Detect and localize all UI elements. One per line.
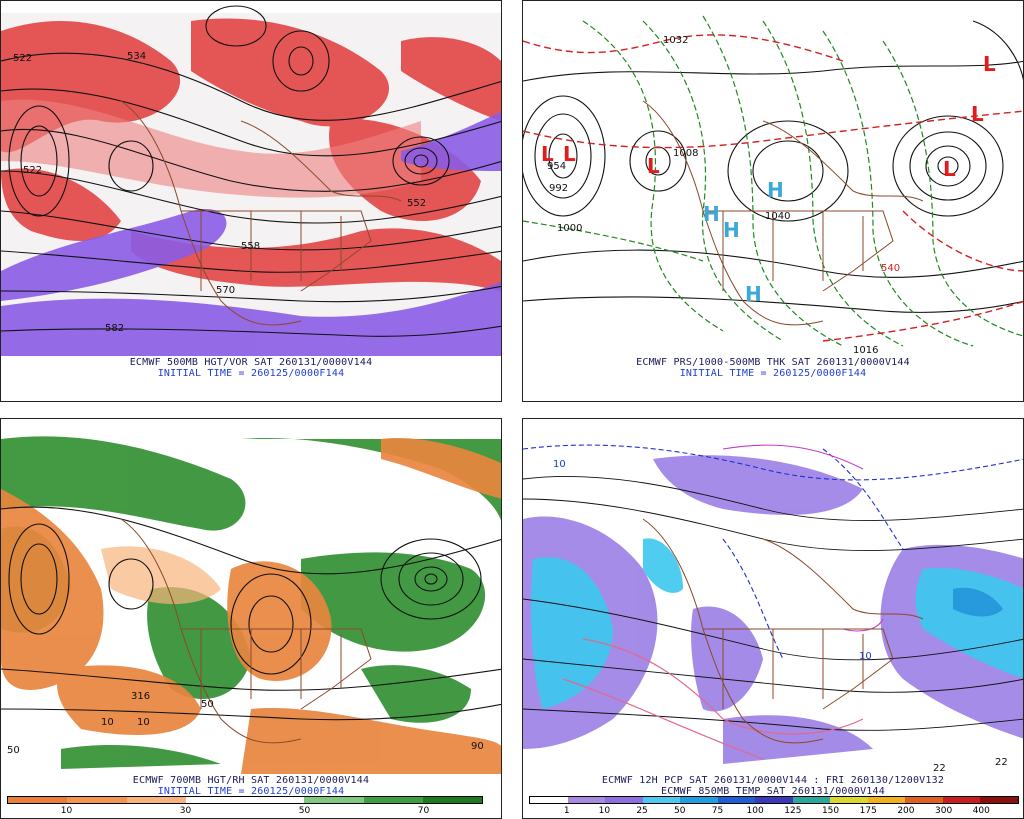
precip-map: 10 10 22 22	[523, 431, 1023, 774]
high-marker: H	[703, 202, 720, 226]
panel-init-time: INITIAL TIME = 260125/0000F144	[157, 786, 345, 797]
legend-swatch	[245, 797, 305, 803]
panel-prs-thk: L L L L L L H H H H 954 992 1000 1032 10…	[522, 0, 1024, 402]
contour-label: 1016	[853, 345, 878, 356]
high-marker: H	[767, 178, 784, 202]
legend-swatch	[905, 797, 943, 803]
contour-label: 558	[241, 241, 260, 252]
vorticity-map: 522 534 522 552 558 570 582	[1, 5, 501, 356]
low-marker: L	[563, 142, 576, 166]
legend-swatch	[185, 797, 245, 803]
legend-swatch	[422, 797, 482, 803]
legend-swatch	[792, 797, 831, 803]
contour-label: 522	[23, 165, 42, 176]
legend-swatch	[304, 797, 364, 803]
panel-caption: ECMWF 500MB HGT/VOR SAT 260131/0000V144	[129, 357, 373, 368]
legend-swatch	[717, 797, 756, 803]
legend-tick-label: 150	[821, 806, 840, 816]
contour-label: 10	[859, 651, 872, 662]
legend-swatch	[605, 797, 643, 803]
legend-tick-label: 125	[784, 806, 802, 816]
panel-init-time: INITIAL TIME = 260125/0000F144	[679, 368, 867, 379]
legend-swatch	[680, 797, 718, 803]
panel-caption: ECMWF 12H PCP SAT 260131/0000V144 : FRI …	[601, 775, 945, 786]
legend-tick-label: 70	[417, 806, 430, 816]
high-marker: H	[745, 282, 762, 306]
low-marker: L	[971, 102, 984, 126]
legend-swatch	[8, 797, 68, 803]
contour-label: 522	[13, 53, 32, 64]
legend-swatch	[363, 797, 423, 803]
panel-500mb-hgt-vor: 522 534 522 552 558 570 582 ECMWF 500MB …	[0, 0, 502, 402]
legend-swatch	[567, 797, 606, 803]
contour-label: 1040	[765, 211, 790, 222]
legend-tick-label: 10	[598, 806, 611, 816]
contour-label: 540	[881, 263, 900, 274]
contour-label: 534	[127, 51, 146, 62]
legend-tick-label: 400	[972, 806, 990, 816]
contour-label: 1000	[557, 223, 582, 234]
legend-tick-label: 100	[746, 806, 764, 816]
contour-label: 316	[131, 691, 150, 702]
rh-color-legend	[7, 796, 483, 804]
contour-label: 1008	[673, 148, 698, 159]
legend-tick-label: 30	[179, 806, 192, 816]
humidity-map: 316 10 10 50 90 50	[1, 431, 501, 774]
legend-swatch	[942, 797, 981, 803]
legend-swatch	[980, 797, 1018, 803]
legend-swatch	[67, 797, 127, 803]
panel-init-time: INITIAL TIME = 260125/0000F144	[157, 368, 345, 379]
legend-tick-label: 50	[298, 806, 311, 816]
pcp-color-legend	[529, 796, 1019, 804]
legend-swatch	[126, 797, 186, 803]
legend-tick-label: 200	[897, 806, 915, 816]
high-marker: H	[723, 218, 740, 242]
contour-label: 552	[407, 198, 426, 209]
low-marker: L	[943, 157, 956, 181]
contour-label: 582	[105, 323, 124, 334]
low-marker: L	[541, 142, 554, 166]
contour-label: 22	[933, 763, 946, 774]
panel-caption-secondary: ECMWF 850MB TEMP SAT 260131/0000V144	[661, 786, 885, 797]
panel-caption: ECMWF PRS/1000-500MB THK SAT 260131/0000…	[636, 357, 910, 368]
contour-label: 10	[553, 459, 566, 470]
contour-label: 992	[549, 183, 568, 194]
contour-label: 570	[216, 285, 235, 296]
panel-pcp-850temp: 10 10 22 22 ECMWF 12H PCP SAT 260131/000…	[522, 418, 1024, 819]
low-marker: L	[983, 52, 996, 76]
contour-label: 10	[137, 717, 150, 728]
contour-label: 50	[7, 745, 20, 756]
legend-swatch	[530, 797, 568, 803]
panel-caption: ECMWF 700MB HGT/RH SAT 260131/0000V144	[132, 775, 370, 786]
legend-tick-label: 175	[859, 806, 877, 816]
contour-label: 90	[471, 741, 484, 752]
contour-label: 954	[547, 161, 566, 172]
legend-tick-label: 25	[636, 806, 648, 816]
legend-tick-label: 50	[674, 806, 686, 816]
legend-tick-label: 300	[935, 806, 953, 816]
legend-tick-label: 10	[60, 806, 73, 816]
legend-swatch	[867, 797, 906, 803]
legend-swatch	[642, 797, 681, 803]
legend-tick-label: 1	[563, 806, 570, 816]
legend-swatch	[830, 797, 868, 803]
pressure-thickness-map: L L L L L L H H H H 954 992 1000 1032 10…	[523, 13, 1023, 356]
legend-tick-label: 75	[711, 806, 724, 816]
contour-label: 50	[201, 699, 214, 710]
legend-swatch	[755, 797, 793, 803]
contour-label: 10	[101, 717, 114, 728]
panel-700mb-hgt-rh: 316 10 10 50 90 50 ECMWF 700MB HGT/RH SA…	[0, 418, 502, 819]
contour-label: 22	[995, 757, 1008, 768]
contour-label: 1032	[663, 35, 688, 46]
low-marker: L	[647, 154, 660, 178]
